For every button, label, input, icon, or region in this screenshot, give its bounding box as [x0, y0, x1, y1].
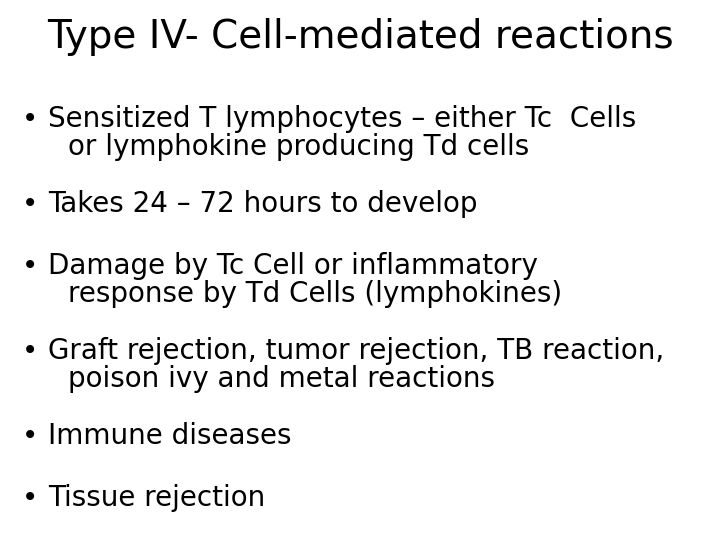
Text: Immune diseases: Immune diseases — [48, 422, 292, 450]
Text: •: • — [22, 337, 38, 365]
Text: poison ivy and metal reactions: poison ivy and metal reactions — [68, 365, 495, 393]
Text: •: • — [22, 252, 38, 280]
Text: Graft rejection, tumor rejection, TB reaction,: Graft rejection, tumor rejection, TB rea… — [48, 337, 665, 365]
Text: Sensitized T lymphocytes – either Tc  Cells: Sensitized T lymphocytes – either Tc Cel… — [48, 105, 636, 133]
Text: •: • — [22, 190, 38, 218]
Text: •: • — [22, 422, 38, 450]
Text: response by Td Cells (lymphokines): response by Td Cells (lymphokines) — [68, 280, 562, 308]
Text: •: • — [22, 484, 38, 512]
Text: Tissue rejection: Tissue rejection — [48, 484, 265, 512]
Text: Damage by Tc Cell or inflammatory: Damage by Tc Cell or inflammatory — [48, 252, 538, 280]
Text: or lymphokine producing Td cells: or lymphokine producing Td cells — [68, 133, 529, 161]
Text: •: • — [22, 105, 38, 133]
Text: Takes 24 – 72 hours to develop: Takes 24 – 72 hours to develop — [48, 190, 477, 218]
Text: Type IV- Cell-mediated reactions: Type IV- Cell-mediated reactions — [47, 18, 673, 56]
